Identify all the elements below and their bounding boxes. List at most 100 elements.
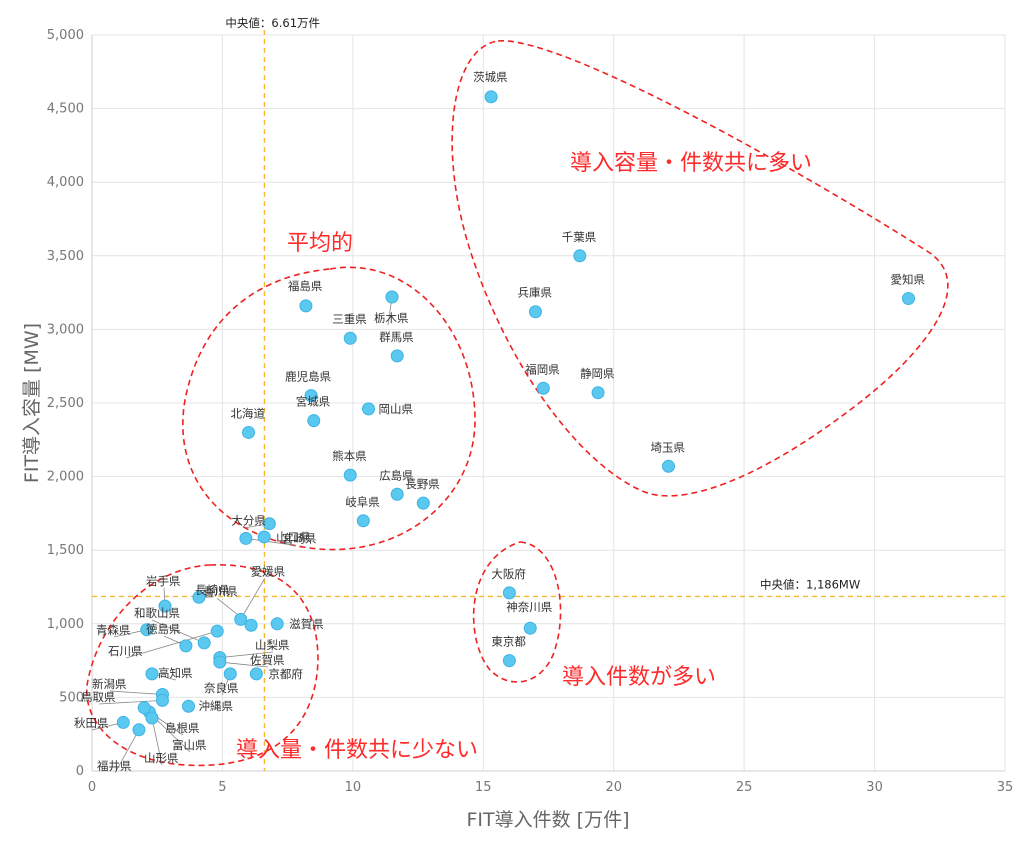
y-tick-label: 2,000 [47, 470, 84, 485]
x-median-label: 中央値：6.61万件 [225, 16, 320, 30]
data-point [386, 291, 398, 303]
data-point [214, 656, 226, 668]
data-point [183, 700, 195, 712]
data-point [117, 716, 129, 728]
point-label: 大阪府 [491, 567, 526, 581]
data-point [224, 668, 236, 680]
y-median-label: 中央値：1,186MW [760, 577, 860, 591]
point-label: 島根県 [165, 721, 200, 735]
point-label: 徳島県 [146, 622, 181, 636]
x-tick-label: 30 [866, 780, 883, 795]
x-tick-label: 5 [218, 780, 226, 795]
x-tick-label: 35 [997, 780, 1014, 795]
point-label: 京都府 [268, 667, 303, 681]
x-tick-label: 20 [605, 780, 622, 795]
grid-layer [92, 35, 1005, 771]
data-point [503, 587, 515, 599]
x-tick-label: 0 [88, 780, 96, 795]
point-label: 北海道 [231, 406, 266, 420]
point-label: 三重県 [332, 312, 367, 326]
point-label: 香川県 [203, 584, 238, 598]
data-point [243, 426, 255, 438]
data-point [357, 515, 369, 527]
data-point [300, 300, 312, 312]
y-axis-title: FIT導入容量 [MW] [21, 323, 43, 483]
point-label: 福岡県 [525, 362, 560, 376]
point-label: 長野県 [405, 477, 440, 491]
point-label: 秋田県 [74, 716, 109, 730]
leader-line [241, 578, 265, 619]
group-label: 導入件数が多い [562, 665, 716, 690]
point-label: 奈良県 [204, 681, 239, 695]
point-label: 宮城県 [296, 395, 331, 409]
y-tick-label: 3,500 [47, 249, 84, 264]
y-tick-label: 4,500 [47, 102, 84, 117]
data-point [308, 415, 320, 427]
point-label: 愛媛県 [251, 564, 286, 578]
point-label: 鳥取県 [81, 690, 116, 704]
data-point [524, 622, 536, 634]
point-label: 青森県 [96, 623, 131, 637]
y-tick-label: 1,000 [47, 617, 84, 632]
y-tick-label: 1,500 [47, 543, 84, 558]
x-tick-label: 10 [345, 780, 362, 795]
x-tick-label: 25 [736, 780, 753, 795]
point-label: 鹿児島県 [285, 370, 331, 384]
group-label: 導入容量・件数共に多い [570, 151, 812, 176]
point-label: 群馬県 [379, 330, 414, 344]
data-point [344, 469, 356, 481]
data-point [485, 91, 497, 103]
point-label: 愛知県 [890, 272, 925, 286]
data-point [146, 668, 158, 680]
data-point [662, 460, 674, 472]
data-point [211, 625, 223, 637]
data-point [180, 640, 192, 652]
point-label: 静岡県 [580, 367, 615, 381]
point-label: 神奈川県 [506, 600, 552, 614]
data-point [529, 306, 541, 318]
group-label: 導入量・件数共に少ない [236, 738, 478, 763]
point-label: 佐賀県 [250, 653, 285, 667]
data-point [245, 619, 257, 631]
x-axis-title: FIT導入件数 [万件] [466, 809, 629, 831]
point-label: 熊本県 [332, 449, 367, 463]
data-point [240, 532, 252, 544]
point-label: 高知県 [158, 666, 193, 680]
point-label: 和歌山県 [134, 606, 180, 620]
data-point [258, 531, 270, 543]
data-point [156, 694, 168, 706]
point-label: 栃木県 [374, 311, 409, 325]
point-label: 大分県 [231, 514, 266, 528]
data-point [391, 350, 403, 362]
point-label: 山口県 [276, 530, 311, 544]
point-label: 岡山県 [379, 402, 414, 416]
point-label: 山形県 [144, 751, 179, 765]
data-point [417, 497, 429, 509]
data-point [344, 332, 356, 344]
y-tick-label: 3,000 [47, 322, 84, 337]
y-tick-label: 0 [76, 764, 84, 779]
data-point [592, 387, 604, 399]
point-label: 石川県 [108, 644, 143, 658]
point-label: 岐阜県 [345, 495, 380, 509]
point-label: 千葉県 [562, 230, 597, 244]
point-label: 福島県 [288, 279, 323, 293]
data-point [574, 250, 586, 262]
leader-line [110, 691, 162, 694]
data-point [537, 382, 549, 394]
point-label: 東京都 [491, 635, 526, 649]
point-label: 岩手県 [146, 574, 181, 588]
point-label: 富山県 [172, 738, 207, 752]
point-label: 福井県 [97, 759, 132, 773]
data-point [198, 637, 210, 649]
data-point [250, 668, 262, 680]
y-tick-label: 4,000 [47, 175, 84, 190]
group-label: 平均的 [287, 231, 353, 256]
point-label: 埼玉県 [650, 440, 685, 454]
point-label: 兵庫県 [517, 286, 552, 300]
data-point [138, 702, 150, 714]
point-label: 山梨県 [255, 638, 290, 652]
